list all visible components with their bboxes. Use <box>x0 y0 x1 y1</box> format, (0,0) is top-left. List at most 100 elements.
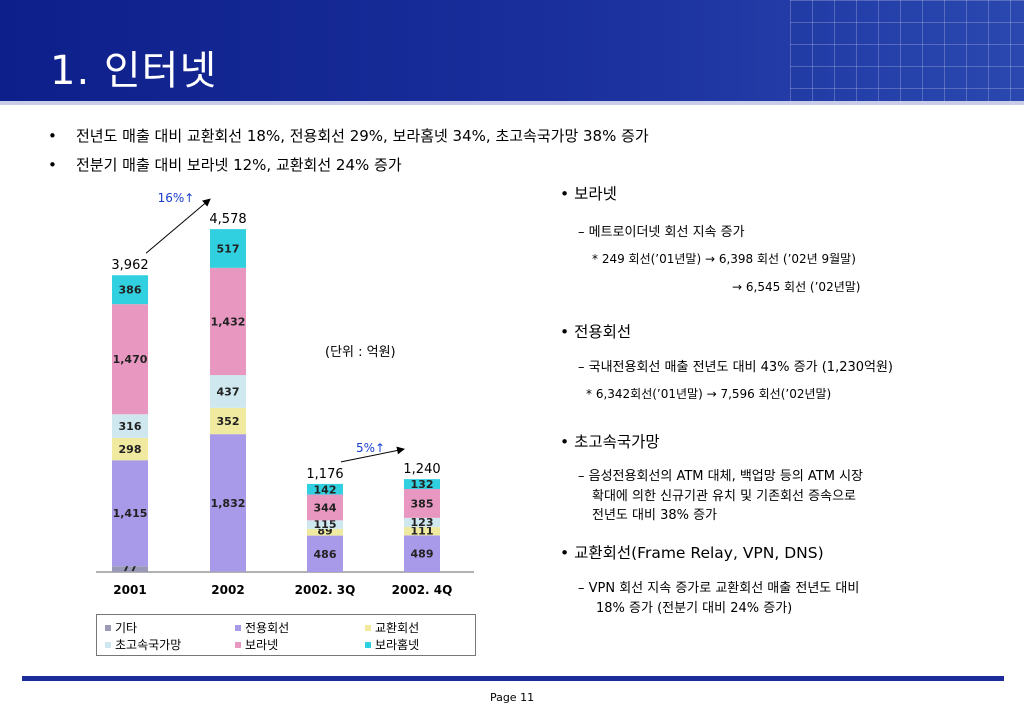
legend-label: 보라넷 <box>245 638 279 652</box>
legend-item: 전용회선 <box>235 619 289 636</box>
category-label: 2002 <box>211 583 244 597</box>
detail-line: 확대에 의한 신규기관 유치 및 기존회선 증속으로 <box>592 489 856 504</box>
summary-bullet-text: 전년도 매출 대비 교환회선 18%, 전용회선 29%, 보라홈넷 34%, … <box>76 127 649 145</box>
data-label: 316 <box>119 420 142 433</box>
legend-swatch <box>105 624 111 631</box>
detail-line: 18% 증가 (전분기 대비 24% 증가) <box>596 601 793 616</box>
bar-segment <box>404 479 440 490</box>
growth-arrow <box>145 198 211 254</box>
section-heading-leased-line: • 전용회선 <box>560 323 632 341</box>
bar-segment <box>210 375 246 408</box>
category-label: 2002. 4Q <box>392 583 453 597</box>
legend-label: 전용회선 <box>245 621 290 635</box>
data-label: 437 <box>217 385 240 398</box>
data-label: 517 <box>217 242 240 255</box>
bar-segment <box>404 517 440 528</box>
data-label: 1,470 <box>113 353 148 366</box>
legend-swatch <box>365 641 371 648</box>
legend-item: 기타 <box>105 619 137 636</box>
data-label: 385 <box>411 497 434 510</box>
legend-label: 기타 <box>115 621 138 635</box>
bar-segment <box>112 414 148 438</box>
bar-segment <box>210 229 246 268</box>
detail-line: – 메트로이더넷 회선 지속 증가 <box>578 225 745 240</box>
data-label: 1,415 <box>113 507 148 520</box>
detail-note: * 6,342회선(’01년말) → 7,596 회선(’02년말) <box>586 387 832 401</box>
data-label: 115 <box>314 518 337 531</box>
data-label: 298 <box>119 443 142 456</box>
growth-label: 5%↑ <box>356 441 385 455</box>
bar-segment <box>404 489 440 518</box>
data-label: 1,832 <box>211 497 246 510</box>
total-label: 1,176 <box>306 467 343 482</box>
bar-segment <box>112 566 148 572</box>
section-heading-boranet: • 보라넷 <box>560 185 617 203</box>
data-label: 132 <box>411 478 434 491</box>
unit-note: (단위 : 억원) <box>325 345 396 360</box>
total-label: 4,578 <box>209 212 246 227</box>
category-label: 2002. 3Q <box>295 583 356 597</box>
detail-line: 전년도 대비 38% 증가 <box>592 508 718 523</box>
legend-label: 초고속국가망 <box>115 638 182 652</box>
bar-segment <box>307 535 343 572</box>
detail-line: – 음성전용회선의 ATM 대체, 백업망 등의 ATM 시장 <box>578 469 864 484</box>
bar-segment <box>210 571 246 572</box>
legend-swatch <box>235 641 241 648</box>
legend-swatch <box>105 641 111 648</box>
bullet-dot: • <box>48 127 57 145</box>
summary-bullets: • 전년도 매출 대비 교환회선 18%, 전용회선 29%, 보라홈넷 34%,… <box>48 122 649 180</box>
summary-bullet-text: 전분기 매출 대비 보라넷 12%, 교환회선 24% 증가 <box>76 156 402 174</box>
category-label: 2001 <box>113 583 146 597</box>
bar-segment <box>404 535 440 572</box>
bar-segment <box>112 275 148 305</box>
legend-swatch <box>235 624 241 631</box>
data-label: 352 <box>217 415 240 428</box>
bar-segment <box>307 528 343 536</box>
bar-segment <box>112 460 148 567</box>
page-title: 1. 인터넷 <box>50 48 218 94</box>
data-label: 489 <box>411 548 434 561</box>
section-heading-switched-line: • 교환회선(Frame Relay, VPN, DNS) <box>560 544 824 562</box>
data-label: 1,432 <box>211 315 246 328</box>
data-label: 111 <box>411 524 434 537</box>
data-label: 123 <box>411 516 434 529</box>
data-label: 486 <box>314 548 337 561</box>
legend-label: 보라홈넷 <box>375 638 420 652</box>
section-heading-national-network: • 초고속국가망 <box>560 433 660 451</box>
bullet-dot: • <box>48 156 57 174</box>
total-label: 3,962 <box>111 258 148 273</box>
legend-label: 교환회선 <box>375 621 420 635</box>
total-label: 1,240 <box>403 462 440 477</box>
legend-item: 보라홈넷 <box>365 636 419 653</box>
page-number: Page 11 <box>489 691 535 704</box>
data-label: 142 <box>314 484 337 497</box>
footer-divider <box>22 676 1004 681</box>
growth-label: 16%↑ <box>158 191 195 205</box>
legend-item: 교환회선 <box>365 619 419 636</box>
bar-segment <box>112 437 148 461</box>
detail-note: * 249 회선(’01년말) → 6,398 회선 (’02년 9월말) <box>592 252 856 266</box>
legend-swatch <box>365 624 371 631</box>
summary-bullet: • 전년도 매출 대비 교환회선 18%, 전용회선 29%, 보라홈넷 34%,… <box>48 122 649 151</box>
data-label: 386 <box>119 284 142 297</box>
banner-grid-decoration <box>790 0 1024 105</box>
bar-segment <box>307 494 343 521</box>
detail-note: → 6,545 회선 (’02년말) <box>732 280 861 294</box>
bar-segment <box>210 434 246 572</box>
legend-item: 보라넷 <box>235 636 278 653</box>
detail-line: – VPN 회선 지속 증가로 교환회선 매출 전년도 대비 <box>578 581 860 596</box>
summary-bullet: • 전분기 매출 대비 보라넷 12%, 교환회선 24% 증가 <box>48 151 649 180</box>
bar-segment <box>210 407 246 435</box>
title-banner: 1. 인터넷 <box>0 0 1024 105</box>
growth-arrow <box>340 446 405 463</box>
bar-segment <box>404 527 440 536</box>
banner-divider <box>0 101 1024 105</box>
legend-item: 초고속국가망 <box>105 636 181 653</box>
data-label: 344 <box>314 501 337 514</box>
bar-segment <box>112 304 148 415</box>
bar-segment <box>210 267 246 376</box>
bar-segment <box>307 483 343 495</box>
detail-line: – 국내전용회선 매출 전년도 대비 43% 증가 (1,230억원) <box>578 360 894 375</box>
